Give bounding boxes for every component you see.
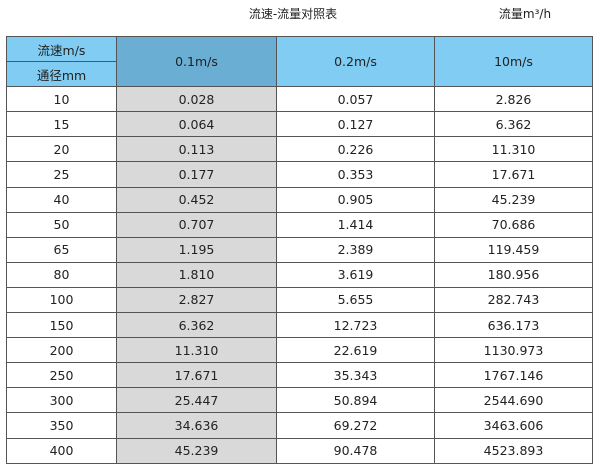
flow-cell: 25.447	[116, 387, 277, 414]
diameter-cell: 25	[6, 161, 117, 188]
flow-cell: 35.343	[276, 362, 435, 389]
flow-cell: 17.671	[434, 161, 593, 188]
table-row: 100 2.827 5.655 282.743	[6, 286, 593, 314]
flow-cell: 90.478	[276, 437, 435, 464]
flow-cell: 70.686	[434, 211, 593, 238]
flow-cell: 2.389	[276, 236, 435, 263]
diameter-cell: 350	[6, 412, 117, 439]
table-row: 300 25.447 50.894 2544.690	[6, 387, 593, 414]
flow-cell: 69.272	[276, 412, 435, 439]
table-row: 10 0.028 0.057 2.826	[6, 86, 593, 113]
table-row: 40 0.452 0.905 45.239	[6, 186, 593, 213]
diameter-cell: 20	[6, 136, 117, 163]
flow-cell: 0.113	[116, 136, 277, 163]
flow-cell: 45.239	[116, 437, 277, 464]
flow-cell: 6.362	[116, 312, 277, 339]
table-row: 350 34.636 69.272 3463.606	[6, 412, 593, 439]
flow-cell: 2544.690	[434, 387, 593, 414]
diameter-cell: 65	[6, 236, 117, 263]
flow-cell: 2.826	[434, 86, 593, 113]
flow-cell: 17.671	[116, 362, 277, 389]
flow-cell: 6.362	[434, 111, 593, 138]
table-row: 200 11.310 22.619 1130.973	[6, 337, 593, 364]
header-row: 流速m/s 0.1m/s 0.2m/s 10m/s	[6, 35, 593, 88]
table-row: 80 1.810 3.619 180.956	[6, 261, 593, 288]
diameter-cell: 150	[6, 312, 117, 339]
flow-cell: 0.452	[116, 186, 277, 213]
diameter-cell: 10	[6, 86, 117, 113]
flow-cell: 5.655	[276, 286, 435, 314]
flow-cell: 2.827	[116, 286, 277, 314]
flow-cell: 3463.606	[434, 412, 593, 439]
flow-cell: 1.810	[116, 261, 277, 288]
flow-cell: 1.195	[116, 236, 277, 263]
flow-cell: 636.173	[434, 312, 593, 339]
diameter-cell: 400	[6, 437, 117, 464]
table-title: 流速-流量对照表	[248, 7, 338, 21]
flow-cell: 11.310	[434, 136, 593, 163]
unit-label: 流量m³/h	[498, 7, 552, 21]
column-header: 0.1m/s	[116, 35, 277, 88]
flow-cell: 11.310	[116, 337, 277, 364]
table-row: 50 0.707 1.414 70.686	[6, 211, 593, 238]
velocity-header: 流速m/s	[6, 35, 117, 63]
flow-cell: 1.414	[276, 211, 435, 238]
flow-cell: 0.057	[276, 86, 435, 113]
flow-cell: 0.905	[276, 186, 435, 213]
flow-cell: 3.619	[276, 261, 435, 288]
flow-table: 流速m/s 0.1m/s 0.2m/s 10m/s 通径mm 10 0.028 0.…	[6, 35, 593, 464]
flow-cell: 34.636	[116, 412, 277, 439]
flow-cell: 0.226	[276, 136, 435, 163]
diameter-cell: 80	[6, 261, 117, 288]
flow-cell: 45.239	[434, 186, 593, 213]
flow-cell: 1767.146	[434, 362, 593, 389]
diameter-cell: 100	[6, 286, 117, 314]
flow-cell: 0.707	[116, 211, 277, 238]
diameter-cell: 40	[6, 186, 117, 213]
flow-cell: 22.619	[276, 337, 435, 364]
header-row: 通径mm	[6, 61, 593, 88]
diameter-cell: 250	[6, 362, 117, 389]
flow-cell: 282.743	[434, 286, 593, 314]
diameter-cell: 300	[6, 387, 117, 414]
table-row: 150 6.362 12.723 636.173	[6, 312, 593, 339]
table-row: 25 0.177 0.353 17.671	[6, 161, 593, 188]
diameter-cell: 200	[6, 337, 117, 364]
column-header: 0.2m/s	[276, 35, 435, 88]
column-header: 10m/s	[434, 35, 593, 88]
table-row: 15 0.064 0.127 6.362	[6, 111, 593, 138]
flow-cell: 0.028	[116, 86, 277, 113]
flow-cell: 0.177	[116, 161, 277, 188]
flow-cell: 180.956	[434, 261, 593, 288]
flow-cell: 1130.973	[434, 337, 593, 364]
flow-cell: 50.894	[276, 387, 435, 414]
diameter-cell: 15	[6, 111, 117, 138]
flow-cell: 119.459	[434, 236, 593, 263]
flow-cell: 0.353	[276, 161, 435, 188]
diameter-header: 通径mm	[6, 61, 117, 88]
flow-cell: 0.127	[276, 111, 435, 138]
table-row: 400 45.239 90.478 4523.893	[6, 437, 593, 464]
flow-cell: 0.064	[116, 111, 277, 138]
diameter-cell: 50	[6, 211, 117, 238]
table-row: 250 17.671 35.343 1767.146	[6, 362, 593, 389]
table-row: 65 1.195 2.389 119.459	[6, 236, 593, 263]
table-row: 20 0.113 0.226 11.310	[6, 136, 593, 163]
flow-cell: 4523.893	[434, 437, 593, 464]
flow-cell: 12.723	[276, 312, 435, 339]
